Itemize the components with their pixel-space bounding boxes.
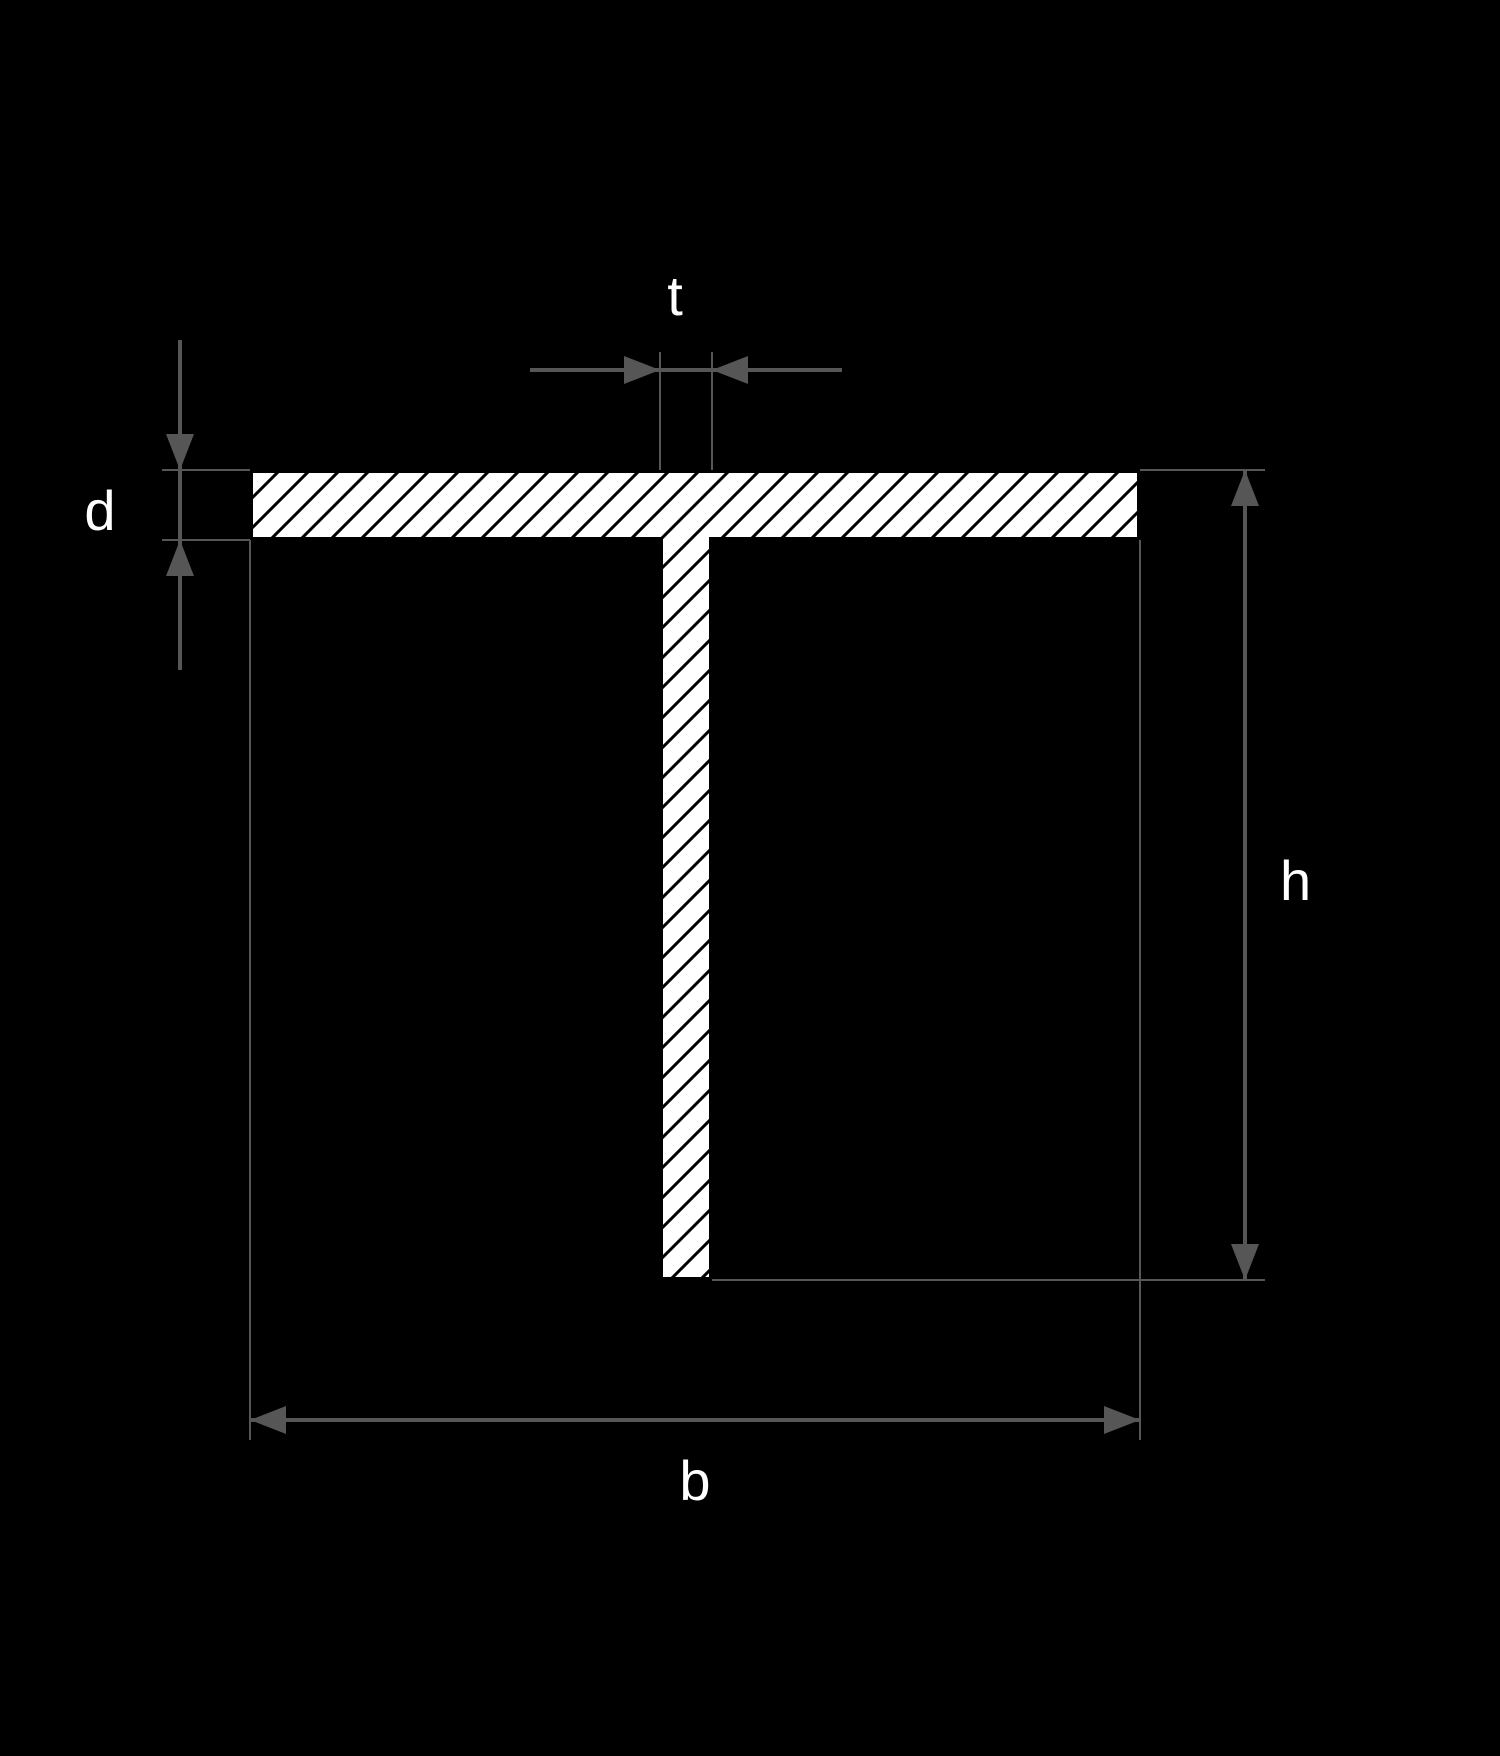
dimension-label-h: h	[1280, 849, 1311, 912]
t-section-diagram: b h d t	[0, 0, 1500, 1756]
dimension-label-t: t	[667, 264, 683, 327]
dimension-label-b: b	[679, 1449, 710, 1512]
dimension-label-d: d	[84, 479, 115, 542]
canvas-background	[0, 0, 1500, 1756]
